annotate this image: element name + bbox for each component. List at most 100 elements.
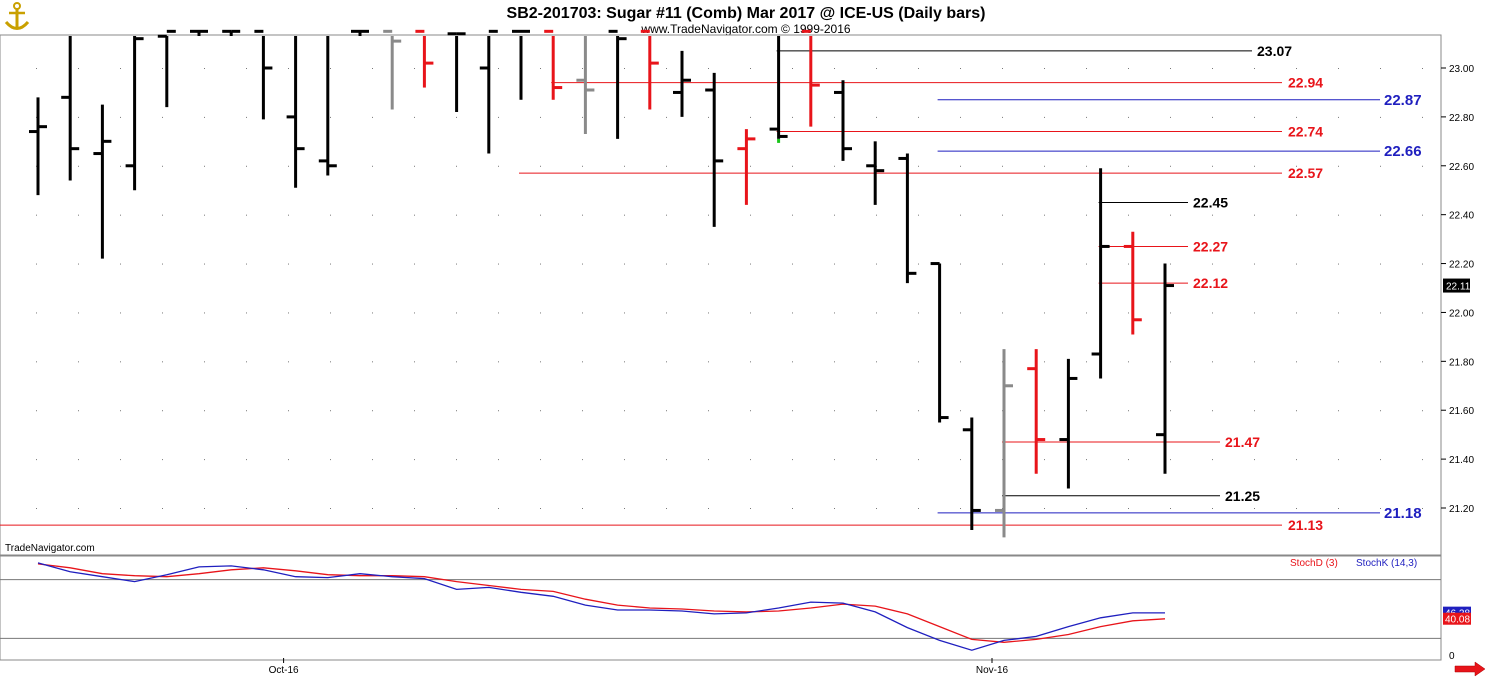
grid-dot [1338,263,1339,265]
grid-dot [162,361,163,363]
grid-dot [246,214,247,216]
grid-dot [78,312,79,314]
grid-dot [288,361,289,363]
grid-dot [624,459,625,461]
grid-dot [36,214,37,216]
level-label: 21.47 [1225,434,1260,450]
grid-dot [540,459,541,461]
grid-dot [792,459,793,461]
grid-dot [1212,116,1213,118]
grid-dot [414,508,415,509]
grid-dot [162,312,163,314]
price-levels: 23.07 22.94 22.87 22.74 22.66 22.57 22.45 22.27… [0,43,1422,533]
grid-dot [666,459,667,461]
grid-dot [456,165,457,167]
grid-dot [876,312,877,314]
grid-dot [834,116,835,118]
grid-dot [1296,312,1297,314]
grid-dot [372,361,373,363]
level-label: 21.25 [1225,488,1260,504]
grid-dot [78,214,79,216]
y-tick-label: 22.40 [1449,211,1474,222]
grid-dot [1044,410,1045,412]
grid-dot [372,312,373,314]
grid-dot [582,508,583,509]
grid-dot [1170,410,1171,412]
grid-dot [204,312,205,314]
grid-dot [246,68,247,69]
grid-dot [708,263,709,265]
grid-dot [750,165,751,167]
stochastic-lines [0,562,1441,651]
grid-dot [1044,263,1045,265]
grid-dot [1296,263,1297,265]
grid-dot [78,68,79,69]
grid-dot [1380,361,1381,363]
grid-dot [624,165,625,167]
y-tick-label: 23.00 [1449,64,1474,75]
grid-dot [582,68,583,69]
grid-dot [918,68,919,69]
grid-dot [918,116,919,118]
grid-dot [414,116,415,118]
grid-dot [582,361,583,363]
grid-dot [540,68,541,69]
stochastic-y-tick-label: 0 [1449,651,1455,662]
grid-dot [78,508,79,509]
grid-dot [540,312,541,314]
grid-dot [960,508,961,509]
grid-dot [1128,214,1129,216]
grid-dot [1296,508,1297,509]
grid-dot [1128,312,1129,314]
grid-dot [582,410,583,412]
grid-dot [414,459,415,461]
grid-dot [414,312,415,314]
level-label: 22.87 [1384,92,1422,109]
grid-dot [204,263,205,265]
chart-title: SB2-201703: Sugar #11 (Comb) Mar 2017 @ … [507,5,986,22]
grid-dot [750,361,751,363]
x-axis: Oct-16 Nov-16 [269,658,1009,676]
grid-dot [1044,165,1045,167]
grid-dot [1170,361,1171,363]
grid-dot [918,361,919,363]
grid-dot [876,116,877,118]
grid-dot [918,508,919,509]
grid-dot [582,165,583,167]
grid-dot [1212,263,1213,265]
grid-dot [1212,312,1213,314]
grid-dot [960,410,961,412]
x-tick-label: Oct-16 [269,665,299,676]
grid-dot [120,68,121,69]
grid-dot [960,68,961,69]
grid-dot [204,508,205,509]
grid-dot [960,116,961,118]
grid-dot [414,165,415,167]
grid-dot [1380,214,1381,216]
grid-dot [708,361,709,363]
grid-dot [246,361,247,363]
grid-dot [540,508,541,509]
grid-dot [36,410,37,412]
grid-dot [666,263,667,265]
grid-dot [624,214,625,216]
grid-dot [330,263,331,265]
grid-dot [1002,116,1003,118]
grid-dot [78,361,79,363]
grid-dot [1002,165,1003,167]
right-arrow-icon[interactable] [1454,661,1486,677]
grid-dot [372,165,373,167]
grid-dot [1338,508,1339,509]
grid-dot [834,410,835,412]
grid-dot [1002,214,1003,216]
grid-dot [666,68,667,69]
grid-dot [834,508,835,509]
grid-dot [918,459,919,461]
last-price-box [1443,278,1470,293]
grid-dot [750,263,751,265]
grid-dot [288,312,289,314]
grid-dot [1170,165,1171,167]
grid-dot [456,263,457,265]
grid-dot [456,312,457,314]
grid-dot [36,459,37,461]
